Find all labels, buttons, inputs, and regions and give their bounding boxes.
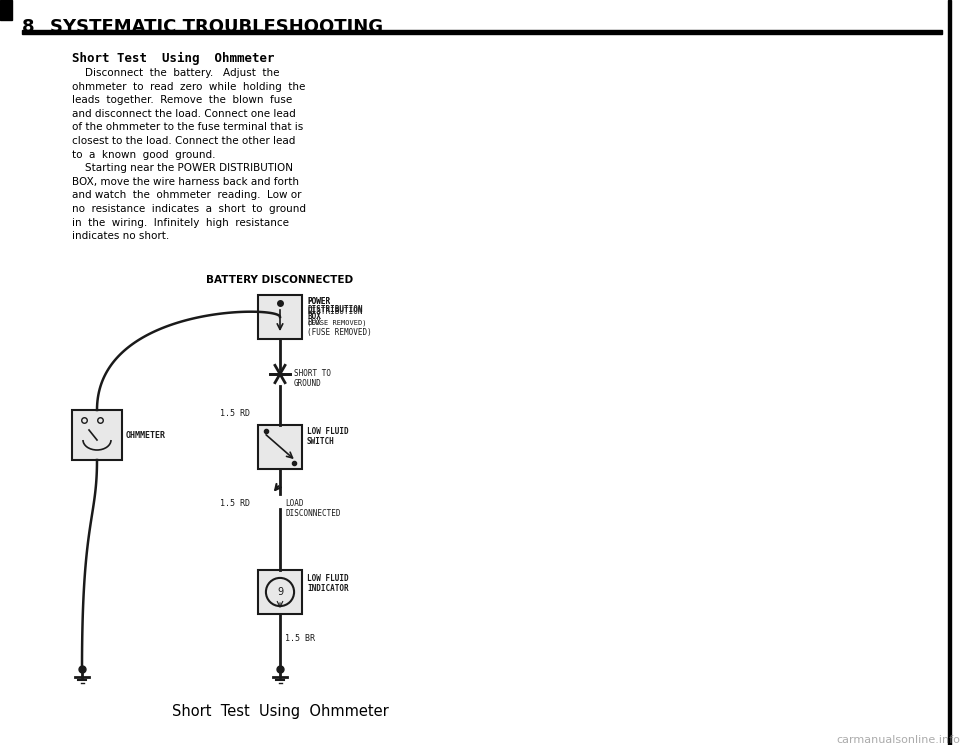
Text: 8: 8: [22, 18, 35, 36]
Bar: [258, 570, 302, 614]
Text: 1.5 BR: 1.5 BR: [285, 634, 315, 643]
Text: BATTERY DISCONNECTED: BATTERY DISCONNECTED: [206, 275, 353, 285]
Text: 1.5 RD: 1.5 RD: [220, 499, 250, 508]
Text: LOAD
DISCONNECTED: LOAD DISCONNECTED: [285, 499, 341, 519]
Text: Short  Test  Using  Ohmmeter: Short Test Using Ohmmeter: [172, 704, 389, 719]
Bar: [258, 425, 302, 469]
Bar: [948, 0, 951, 745]
Text: DISTRIBUTION: DISTRIBUTION: [307, 305, 363, 314]
Text: BOX: BOX: [307, 312, 321, 321]
Text: carmanualsonline.info: carmanualsonline.info: [836, 735, 960, 745]
Text: LOW FLUID
INDICATOR: LOW FLUID INDICATOR: [307, 574, 348, 594]
Text: (FUSE REMOVED): (FUSE REMOVED): [307, 320, 367, 326]
Text: POWER
DISTRIBUTION
BOX
(FUSE REMOVED): POWER DISTRIBUTION BOX (FUSE REMOVED): [307, 297, 372, 337]
Text: POWER: POWER: [307, 297, 330, 306]
Text: 1.5 RD: 1.5 RD: [220, 410, 250, 419]
Text: SHORT TO
GROUND: SHORT TO GROUND: [294, 369, 331, 388]
Bar: [258, 295, 302, 339]
Text: Disconnect  the  battery.   Adjust  the
ohmmeter  to  read  zero  while  holding: Disconnect the battery. Adjust the ohmme…: [72, 68, 306, 241]
Text: OHMMETER: OHMMETER: [126, 431, 166, 440]
Bar: [0, 0, 12, 20]
Bar: [72, 410, 122, 460]
Text: SYSTEMATIC TROUBLESHOOTING: SYSTEMATIC TROUBLESHOOTING: [50, 18, 383, 36]
Bar: [22, 30, 942, 34]
Text: Short Test  Using  Ohmmeter: Short Test Using Ohmmeter: [72, 52, 275, 65]
Text: 9: 9: [276, 587, 283, 597]
Text: LOW FLUID
SWITCH: LOW FLUID SWITCH: [307, 427, 348, 446]
